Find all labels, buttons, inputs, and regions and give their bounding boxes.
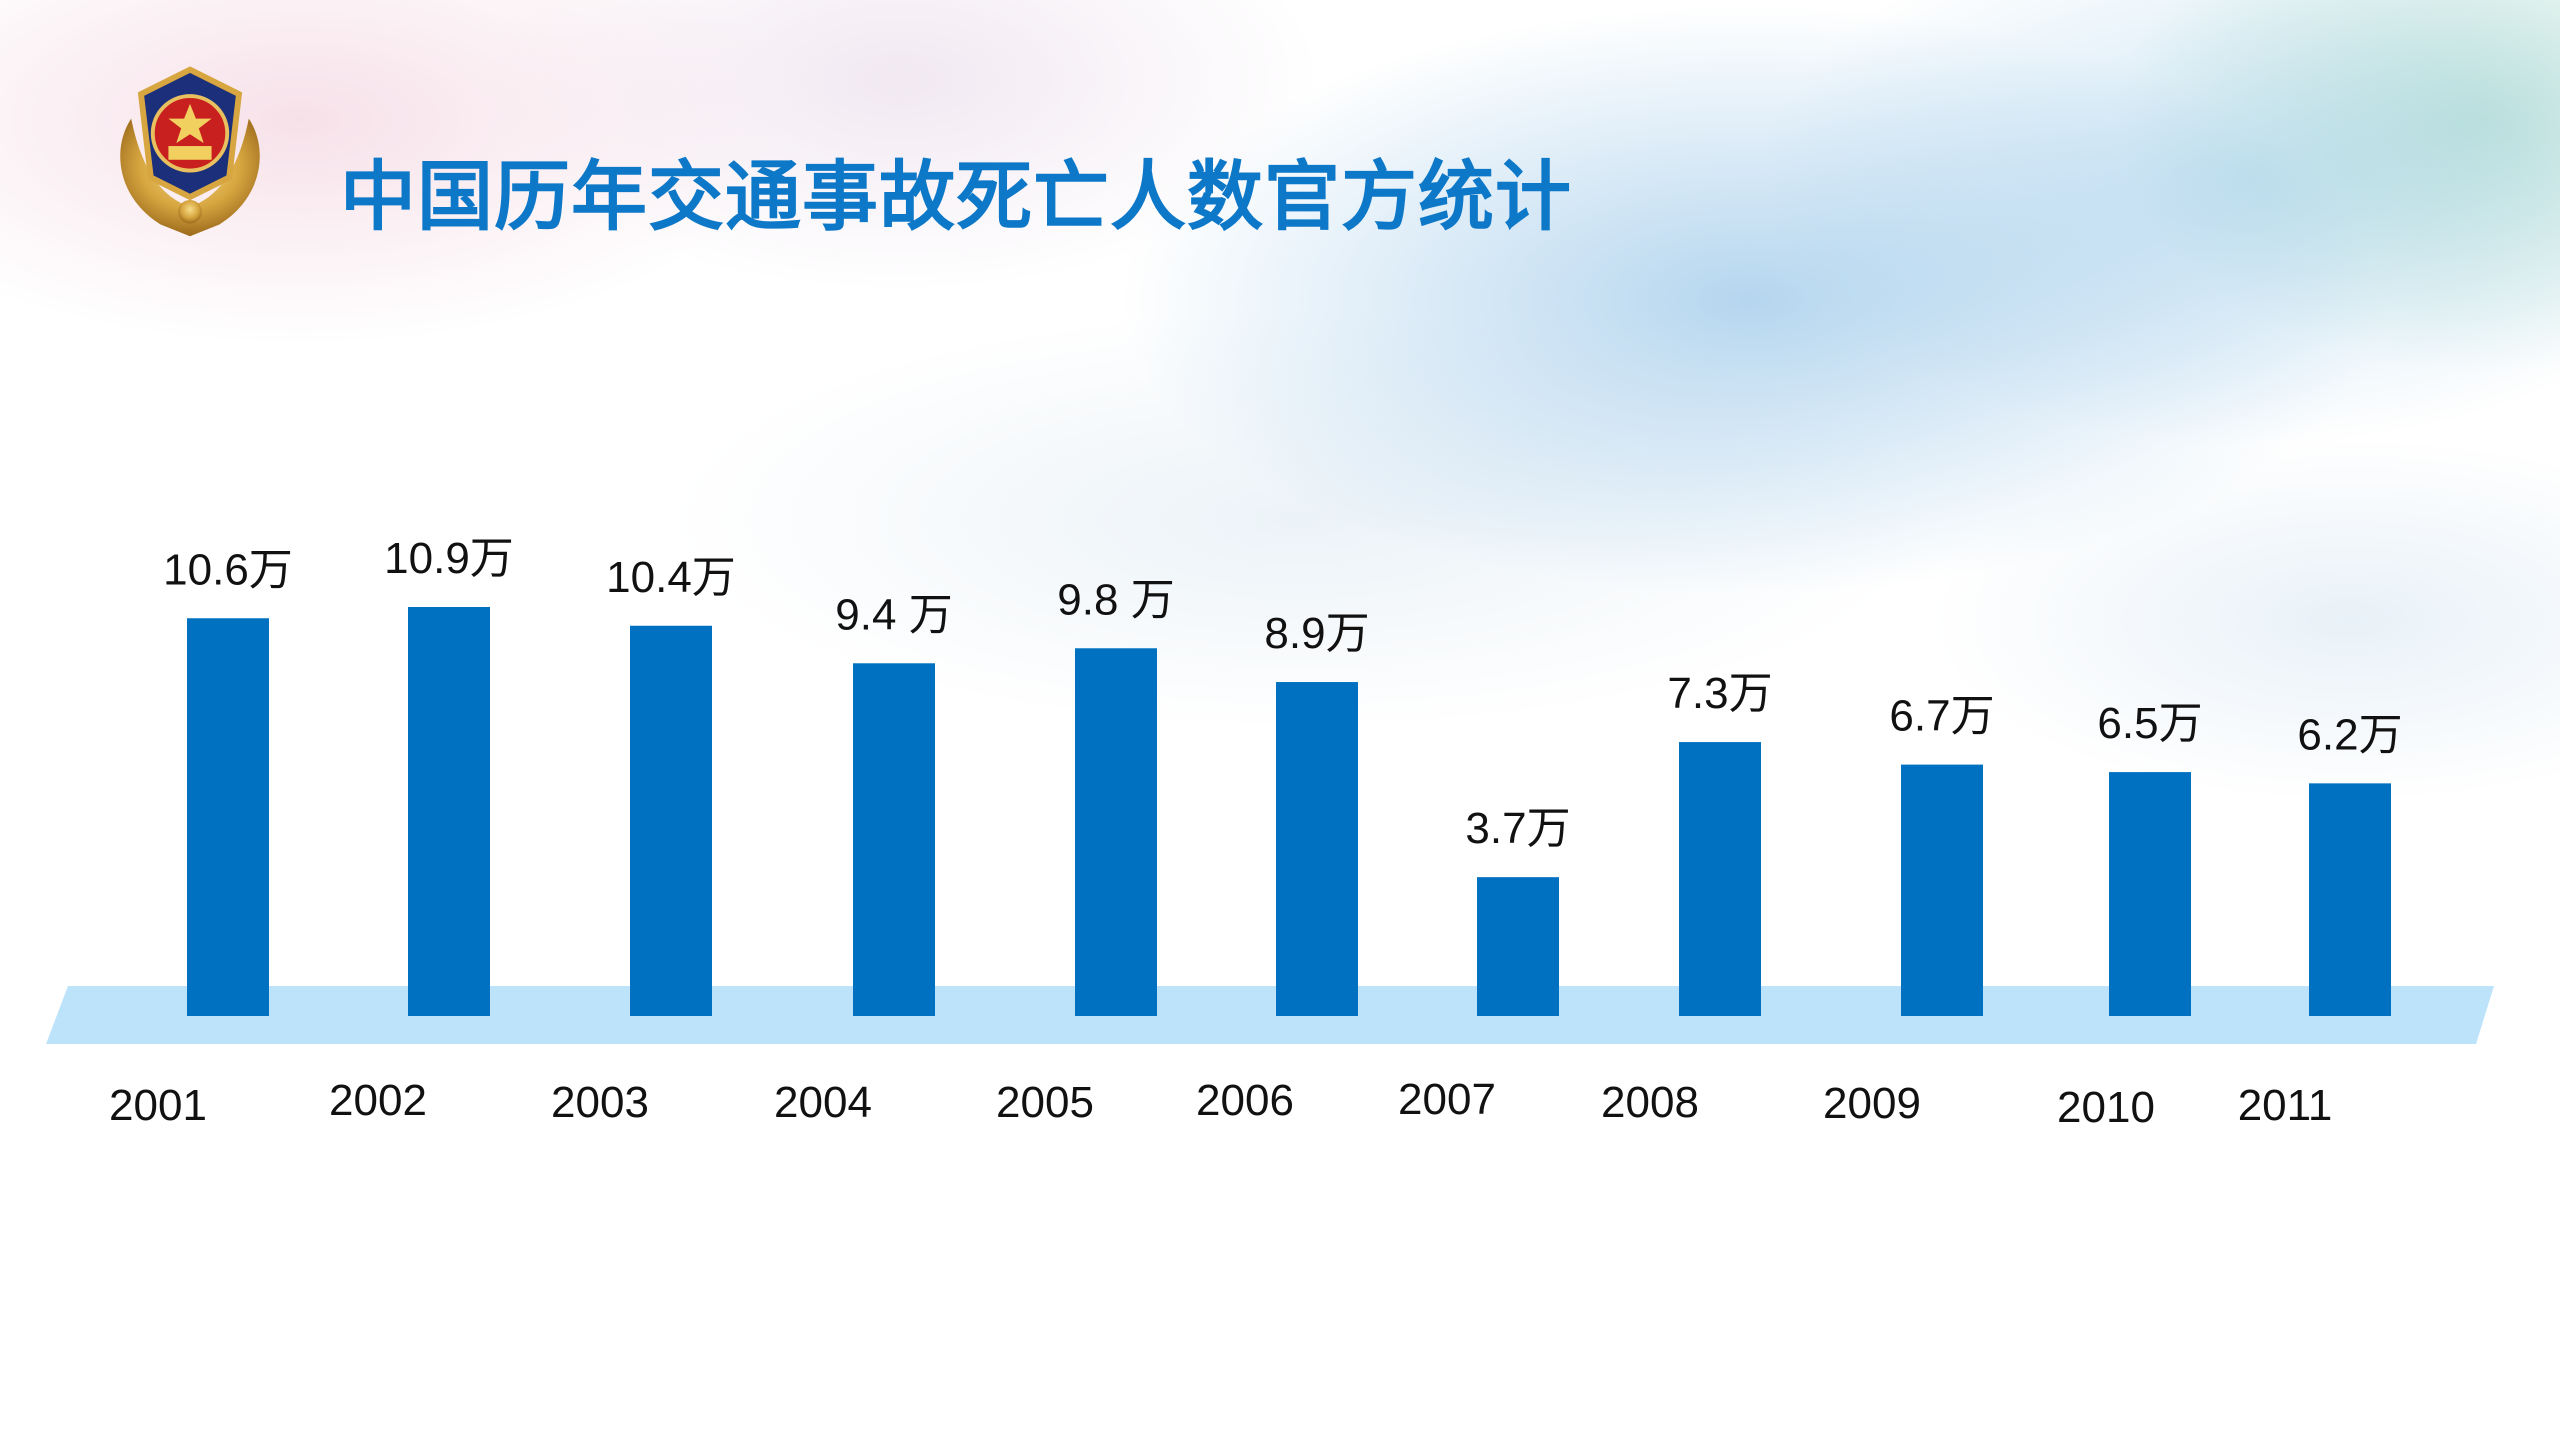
bar-2006 — [1276, 682, 1358, 1016]
data-labels: 10.6万 10.9万 10.4万 9.4 万 9.8 万 8.9万 3.7万 7.3万 6.7… — [163, 534, 2402, 853]
category-label-2004: 2004 — [774, 1078, 872, 1127]
category-label-2010: 2010 — [2057, 1083, 2155, 1132]
bar-2010 — [2109, 772, 2191, 1016]
data-label-2002: 10.9万 — [384, 534, 514, 583]
bar-2004 — [853, 663, 935, 1016]
data-label-2006: 8.9万 — [1264, 609, 1369, 658]
category-label-2002: 2002 — [329, 1076, 427, 1125]
bar-2001 — [187, 618, 269, 1016]
police-emblem-icon — [120, 66, 260, 237]
data-label-2009: 6.7万 — [1889, 692, 1994, 741]
data-label-2005: 9.8 万 — [1057, 575, 1174, 624]
data-label-2007: 3.7万 — [1465, 804, 1570, 853]
category-labels: 2001 2002 2003 2004 2005 2006 2007 2008 2009 2010… — [109, 1075, 2332, 1132]
category-label-2007: 2007 — [1398, 1075, 1496, 1124]
category-label-2003: 2003 — [551, 1078, 649, 1127]
bar-2007 — [1477, 877, 1559, 1016]
data-label-2010: 6.5万 — [2097, 699, 2202, 748]
bar-2009 — [1901, 764, 1983, 1016]
data-label-2008: 7.3万 — [1667, 669, 1772, 718]
bar-2002 — [408, 607, 490, 1016]
category-label-2001: 2001 — [109, 1081, 207, 1130]
data-label-2004: 9.4 万 — [835, 590, 952, 639]
category-label-2006: 2006 — [1196, 1076, 1294, 1125]
category-label-2005: 2005 — [996, 1078, 1094, 1127]
data-label-2011: 6.2万 — [2297, 710, 2402, 759]
category-label-2008: 2008 — [1601, 1078, 1699, 1127]
bar-2003 — [630, 625, 712, 1016]
data-label-2003: 10.4万 — [606, 553, 736, 602]
category-label-2009: 2009 — [1823, 1079, 1921, 1128]
data-label-2001: 10.6万 — [163, 545, 293, 594]
category-label-2011: 2011 — [2238, 1081, 2333, 1130]
bar-series — [187, 607, 2391, 1016]
bar-2005 — [1075, 648, 1157, 1016]
bar-2011 — [2309, 783, 2391, 1016]
bar-2008 — [1679, 742, 1761, 1016]
slide-title: 中国历年交通事故死亡人数官方统计 — [340, 155, 1572, 240]
